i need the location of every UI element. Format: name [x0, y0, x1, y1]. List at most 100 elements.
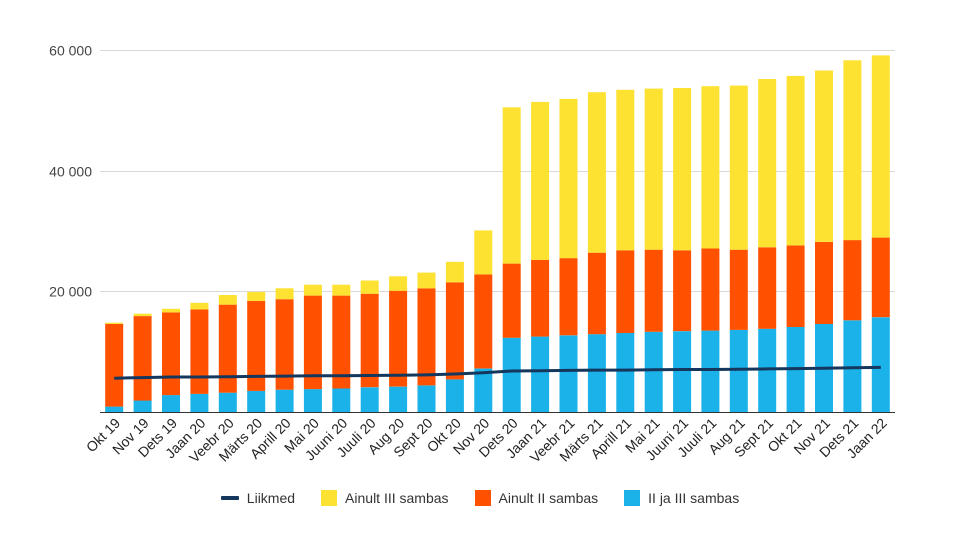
bar-only-ii[interactable]	[843, 240, 862, 321]
bar-only-ii[interactable]	[786, 245, 805, 328]
bar-only-iii[interactable]	[417, 272, 436, 289]
legend-item-ii-and-iii[interactable]: II ja III sambas	[624, 490, 739, 506]
bar-only-ii[interactable]	[559, 258, 578, 336]
bar-only-ii[interactable]	[190, 309, 209, 394]
bar-only-ii[interactable]	[758, 247, 777, 329]
bar-only-iii[interactable]	[275, 288, 294, 300]
bar-ii-and-iii[interactable]	[389, 386, 408, 412]
bar-ii-and-iii[interactable]	[303, 389, 322, 412]
legend-item-members[interactable]: Liikmed	[220, 490, 295, 506]
bar-only-iii[interactable]	[729, 85, 748, 250]
legend-swatch-ii-and-iii	[624, 490, 641, 506]
bar-ii-and-iii[interactable]	[133, 400, 152, 413]
bar-only-ii[interactable]	[275, 299, 294, 390]
bar-only-ii[interactable]	[162, 312, 180, 396]
bar-ii-and-iii[interactable]	[644, 331, 663, 412]
bar-only-iii[interactable]	[303, 284, 322, 296]
legend-swatch-members	[220, 496, 239, 500]
bar-ii-and-iii[interactable]	[871, 317, 890, 412]
legend-swatch-only-ii	[474, 490, 491, 506]
y-tick-label: 60 000	[49, 43, 92, 59]
bar-only-ii[interactable]	[389, 290, 408, 387]
bar-only-ii[interactable]	[531, 260, 550, 337]
bar-ii-and-iii[interactable]	[275, 389, 294, 412]
bar-only-ii[interactable]	[105, 323, 124, 407]
bar-ii-and-iii[interactable]	[701, 330, 720, 412]
bar-only-ii[interactable]	[701, 248, 720, 331]
bar-only-iii[interactable]	[843, 60, 862, 241]
legend-swatch-only-iii	[321, 490, 338, 506]
bar-only-iii[interactable]	[758, 79, 777, 248]
bar-ii-and-iii[interactable]	[729, 329, 748, 412]
bar-only-iii[interactable]	[871, 55, 890, 238]
bars	[105, 55, 890, 412]
bar-only-ii[interactable]	[303, 295, 322, 390]
bar-ii-and-iii[interactable]	[105, 406, 124, 412]
bar-only-ii[interactable]	[133, 316, 152, 401]
bar-only-iii[interactable]	[190, 302, 209, 310]
bar-ii-and-iii[interactable]	[843, 320, 862, 412]
bar-only-ii[interactable]	[729, 249, 748, 330]
legend-label-only-iii: Ainult III sambas	[345, 490, 449, 506]
bar-ii-and-iii[interactable]	[360, 387, 379, 412]
bar-only-iii[interactable]	[531, 101, 550, 261]
legend-item-only-iii[interactable]: Ainult III sambas	[321, 490, 449, 506]
bar-ii-and-iii[interactable]	[332, 388, 351, 413]
y-tick-label: 20 000	[49, 284, 92, 300]
legend-item-only-ii[interactable]: Ainult II sambas	[474, 490, 598, 506]
bar-ii-and-iii[interactable]	[162, 395, 180, 412]
bar-only-ii[interactable]	[871, 237, 890, 318]
bar-ii-and-iii[interactable]	[531, 336, 550, 412]
bar-only-iii[interactable]	[474, 230, 493, 275]
bar-ii-and-iii[interactable]	[247, 390, 266, 412]
bar-only-iii[interactable]	[332, 284, 351, 296]
bar-only-iii[interactable]	[673, 88, 692, 251]
bar-only-iii[interactable]	[815, 70, 833, 242]
bar-only-iii[interactable]	[360, 280, 379, 294]
bar-only-iii[interactable]	[133, 313, 152, 317]
bar-only-ii[interactable]	[360, 293, 379, 388]
y-tick-label: 40 000	[49, 164, 92, 180]
bar-only-iii[interactable]	[105, 322, 124, 324]
bar-only-iii[interactable]	[502, 107, 521, 264]
bar-only-ii[interactable]	[815, 241, 833, 324]
bar-only-iii[interactable]	[162, 308, 180, 313]
bar-ii-and-iii[interactable]	[673, 331, 692, 412]
bar-only-iii[interactable]	[559, 98, 578, 259]
bar-only-ii[interactable]	[587, 252, 606, 335]
legend: Liikmed Ainult III sambas Ainult II samb…	[0, 486, 960, 510]
bar-only-ii[interactable]	[616, 250, 635, 333]
bar-only-ii[interactable]	[332, 295, 351, 389]
bar-only-ii[interactable]	[417, 288, 436, 386]
bar-only-iii[interactable]	[644, 88, 663, 250]
bar-only-ii[interactable]	[247, 301, 266, 391]
bar-ii-and-iii[interactable]	[559, 335, 578, 412]
bar-only-iii[interactable]	[786, 75, 805, 246]
bar-ii-and-iii[interactable]	[417, 385, 436, 413]
bar-only-iii[interactable]	[587, 92, 606, 253]
bar-ii-and-iii[interactable]	[587, 334, 606, 412]
bar-ii-and-iii[interactable]	[445, 379, 464, 412]
bar-only-iii[interactable]	[701, 86, 720, 249]
bar-only-ii[interactable]	[644, 249, 663, 332]
bar-only-ii[interactable]	[474, 274, 493, 369]
members-line[interactable]	[114, 365, 881, 380]
bar-only-iii[interactable]	[616, 89, 635, 251]
bar-ii-and-iii[interactable]	[190, 393, 209, 412]
bar-only-iii[interactable]	[218, 295, 237, 305]
bar-only-ii[interactable]	[673, 250, 692, 332]
y-axis-ticks: 20 000 40 000 60 000	[49, 43, 92, 300]
bar-only-iii[interactable]	[389, 276, 408, 291]
bar-only-ii[interactable]	[502, 263, 521, 338]
members-line-layer	[114, 365, 881, 380]
bar-ii-and-iii[interactable]	[616, 333, 635, 412]
bar-only-iii[interactable]	[445, 261, 464, 283]
bar-ii-and-iii[interactable]	[474, 368, 493, 412]
bar-only-ii[interactable]	[445, 282, 464, 380]
bar-only-ii[interactable]	[218, 304, 237, 393]
bar-ii-and-iii[interactable]	[218, 392, 237, 412]
bar-ii-and-iii[interactable]	[502, 337, 521, 412]
bar-only-iii[interactable]	[247, 291, 266, 301]
